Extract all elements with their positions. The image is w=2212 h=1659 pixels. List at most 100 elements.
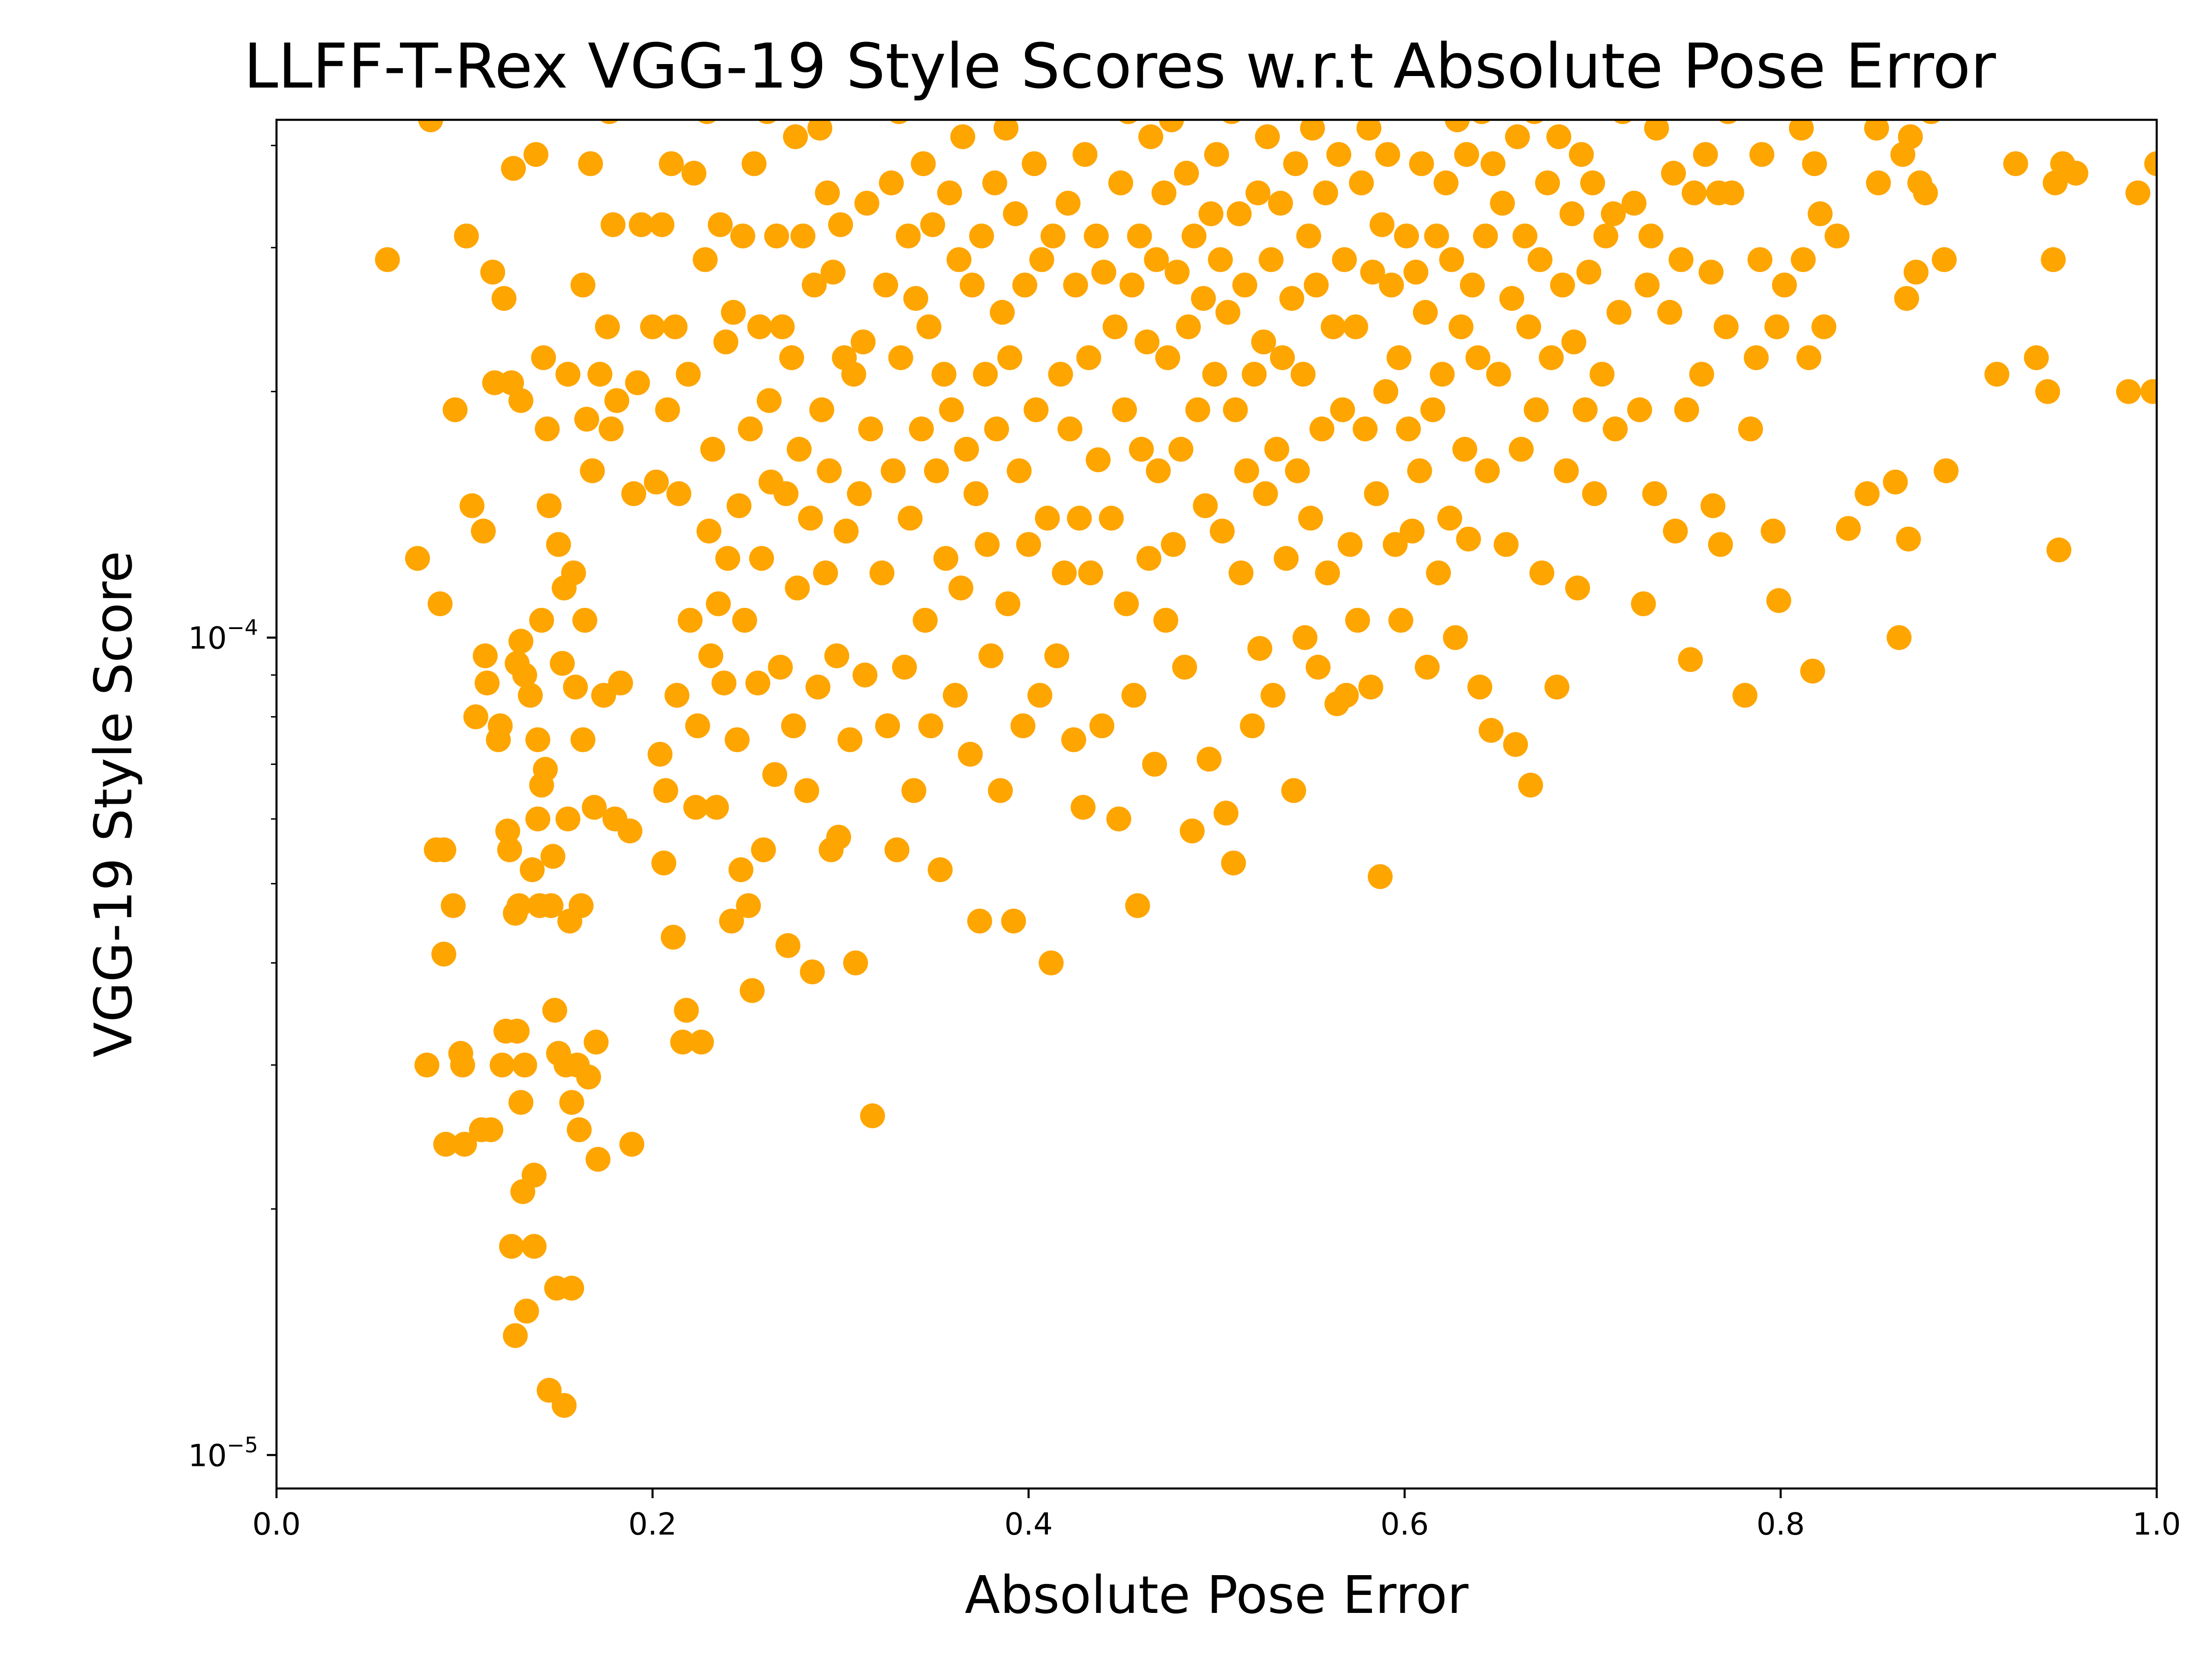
data-point [660,924,686,950]
data-point [1407,458,1432,483]
data-point [501,156,526,181]
data-point [689,1030,714,1055]
data-point [698,643,724,669]
data-point [912,608,938,633]
data-point [625,370,650,395]
data-point [1375,142,1400,167]
data-point [1764,314,1789,340]
data-point [1572,397,1598,423]
data-point [1613,120,1632,124]
data-point [1353,416,1378,441]
data-point [726,493,752,518]
data-point [2003,151,2028,176]
data-point [806,674,830,700]
data-point [1029,247,1054,272]
data-point [1744,345,1769,371]
data-point [1772,272,1797,298]
data-point [676,362,701,387]
data-point [1699,259,1724,285]
data-point [540,844,565,869]
data-point [1627,397,1652,423]
data-point [879,170,904,195]
data-point [1550,272,1575,298]
data-point [958,741,983,767]
data-point [518,682,543,708]
data-point [600,212,626,237]
data-point [834,518,859,544]
data-point [696,518,722,544]
data-point [1309,416,1335,441]
data-point [858,416,883,441]
x-tick-label: 0.8 [1757,1506,1805,1542]
data-point [1693,142,1718,167]
data-point [2116,379,2141,404]
data-point [683,794,708,820]
data-point [618,818,642,844]
data-point [478,1117,504,1142]
data-point [918,713,943,738]
data-point [471,518,496,544]
data-point [988,778,1013,803]
data-point [973,362,998,387]
data-point [536,493,562,518]
data-point [1682,180,1707,206]
data-point [1240,713,1265,738]
data-point [1330,397,1355,423]
data-point [719,908,744,934]
data-point [1202,362,1227,387]
data-point [1580,170,1605,195]
data-point [1678,647,1703,672]
data-point [712,671,736,696]
data-point [1118,120,1138,124]
data-point [649,212,675,237]
data-point [1281,778,1306,803]
data-point [984,416,1009,441]
data-point [1454,142,1479,167]
data-point [697,120,717,124]
data-point [1306,654,1331,680]
data-point [1465,345,1491,371]
data-point [1003,201,1028,226]
data-point [1208,247,1233,272]
data-point [495,818,520,844]
data-point [651,850,677,876]
data-point [1800,659,1825,684]
data-point [854,190,880,216]
data-point [663,314,688,340]
data-point [1898,124,1923,149]
data-point [1332,247,1357,272]
data-point [563,674,588,700]
data-point [757,388,782,413]
data-point [1505,124,1530,149]
data-point [571,727,595,753]
data-point [801,272,827,298]
data-point [1121,682,1147,708]
data-point [1559,201,1585,226]
data-point [522,1234,547,1259]
data-point [817,458,842,483]
data-point [428,591,453,617]
data-point [982,170,1007,195]
data-point [414,1053,440,1078]
data-point [1229,560,1253,586]
data-point [1260,682,1286,708]
data-point [758,120,777,124]
plot-frame [275,118,2158,1490]
data-point [768,654,793,680]
data-point [1791,247,1816,272]
data-point [1292,625,1318,650]
data-point [1638,224,1664,249]
data-point [928,857,953,882]
data-point [538,893,564,918]
data-point [1467,674,1493,700]
data-point [1415,654,1440,680]
data-point [1565,575,1590,600]
data-point [1255,124,1280,149]
data-point [533,757,558,782]
data-point [1668,247,1694,272]
data-point [1253,481,1278,506]
data-point [1621,190,1647,216]
data-point [826,824,851,850]
data-point [1321,314,1346,340]
data-point [531,345,556,371]
